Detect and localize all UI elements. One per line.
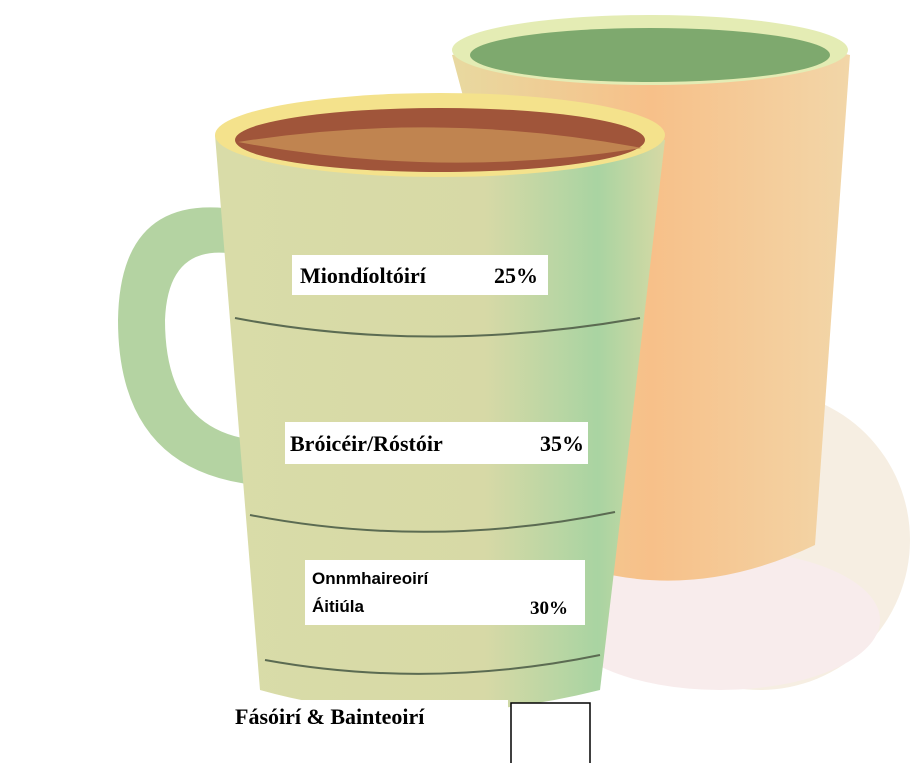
label-box xyxy=(232,700,508,732)
label-box xyxy=(285,422,588,464)
segment-name: Fásóirí & Bainteoirí xyxy=(235,704,425,729)
label-4: Fásóirí & Bainteoirí xyxy=(232,700,591,763)
band-lines xyxy=(234,317,641,675)
segment-value: 30% xyxy=(530,598,568,619)
segment-value: 35% xyxy=(540,431,584,456)
label-box xyxy=(305,560,585,625)
label-3: Onnmhaireoirí Áitiúla 30% xyxy=(305,560,585,625)
empty-box xyxy=(510,702,591,763)
label-box xyxy=(292,255,548,295)
segment-name: Áitiúla xyxy=(312,597,364,616)
segment-name: Miondíoltóirí xyxy=(300,263,427,288)
segment-value: 25% xyxy=(494,263,538,288)
segment-name: Bróicéir/Róstóir xyxy=(290,431,443,456)
handle xyxy=(118,207,255,486)
label-2: Bróicéir/Róstóir 35% xyxy=(285,422,588,464)
label-1: Miondíoltóirí 25% xyxy=(292,255,548,295)
segment-name: Onnmhaireoirí xyxy=(312,569,429,588)
